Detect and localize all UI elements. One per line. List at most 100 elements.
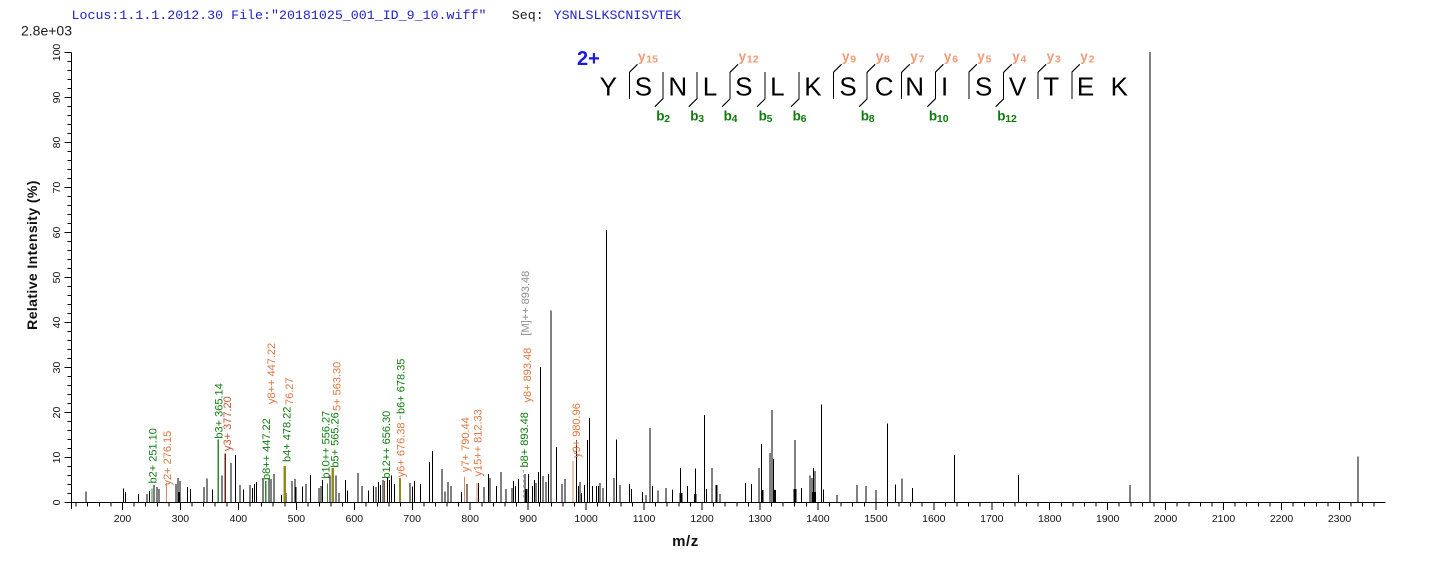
svg-text:b3+ 365.14: b3+ 365.14 <box>214 383 226 438</box>
svg-text:80: 80 <box>51 137 63 149</box>
svg-text:y: y <box>944 49 952 64</box>
svg-text:1000: 1000 <box>574 513 598 525</box>
svg-text:4: 4 <box>1021 54 1027 66</box>
svg-text:1800: 1800 <box>1038 513 1062 525</box>
svg-text:5: 5 <box>767 113 773 125</box>
svg-text:Seq:: Seq: <box>512 8 544 23</box>
svg-text:y9+ 980.96: y9+ 980.96 <box>571 403 583 458</box>
svg-text:N: N <box>668 72 687 102</box>
svg-text:60: 60 <box>51 227 63 239</box>
svg-text:b: b <box>759 109 767 124</box>
svg-text:76.27: 76.27 <box>284 377 296 405</box>
svg-text:b: b <box>997 109 1005 124</box>
svg-text:12: 12 <box>747 54 759 66</box>
svg-text:2: 2 <box>664 113 670 125</box>
svg-text:8: 8 <box>869 113 875 125</box>
svg-text:100: 100 <box>51 44 63 62</box>
svg-text:b8++ 447.22: b8++ 447.22 <box>261 418 273 480</box>
svg-text:b8+ 893.48: b8+ 893.48 <box>519 412 531 467</box>
svg-text:2100: 2100 <box>1212 513 1236 525</box>
svg-text:10: 10 <box>51 452 63 464</box>
svg-text:700: 700 <box>403 513 421 525</box>
svg-text:3: 3 <box>698 113 704 125</box>
svg-text:0: 0 <box>51 499 63 505</box>
svg-text:2200: 2200 <box>1270 513 1294 525</box>
svg-text:50: 50 <box>51 272 63 284</box>
svg-text:2.8e+03: 2.8e+03 <box>21 23 72 39</box>
svg-text:y6+ 676.38: y6+ 676.38 <box>395 422 407 477</box>
svg-text:I: I <box>941 72 948 102</box>
svg-text:70: 70 <box>51 182 63 194</box>
svg-text:y: y <box>638 49 646 64</box>
svg-text:8: 8 <box>884 54 890 66</box>
svg-text:2000: 2000 <box>1154 513 1178 525</box>
svg-text:S: S <box>839 72 856 102</box>
svg-text:N: N <box>905 72 924 102</box>
svg-text:5: 5 <box>986 54 992 66</box>
svg-text:y8+ 893.48: y8+ 893.48 <box>522 348 534 403</box>
svg-text:15: 15 <box>646 54 658 66</box>
svg-text:b: b <box>861 109 869 124</box>
svg-text:b12++ 656.30: b12++ 656.30 <box>381 411 393 479</box>
svg-text:1100: 1100 <box>633 513 656 525</box>
svg-text:10: 10 <box>937 113 949 125</box>
svg-text:b10++ 556.27: b10++ 556.27 <box>321 411 333 479</box>
svg-text:Relative Intensity (%): Relative Intensity (%) <box>24 180 40 330</box>
svg-text:y: y <box>842 49 850 64</box>
svg-text:20: 20 <box>51 407 63 419</box>
svg-text:300: 300 <box>172 513 190 525</box>
svg-text:90: 90 <box>51 92 63 104</box>
svg-text:y2+ 276.15: y2+ 276.15 <box>162 431 174 486</box>
svg-text:1400: 1400 <box>806 513 830 525</box>
svg-text:T: T <box>1043 72 1059 102</box>
svg-text:b2+ 251.10: b2+ 251.10 <box>147 428 159 483</box>
svg-text:S: S <box>635 72 652 102</box>
svg-text:7: 7 <box>919 54 925 66</box>
svg-text:200: 200 <box>114 513 132 525</box>
svg-text:[M]++ 893.48: [M]++ 893.48 <box>520 271 532 336</box>
svg-text:900: 900 <box>519 513 537 525</box>
svg-text:K: K <box>804 72 822 102</box>
svg-text:1500: 1500 <box>864 513 888 525</box>
svg-text:YSNLSLKSCNISVTEK: YSNLSLKSCNISVTEK <box>554 8 682 23</box>
svg-text:b5+ 565.26: b5+ 565.26 <box>329 412 341 467</box>
svg-text:b: b <box>656 109 664 124</box>
svg-text:b: b <box>793 109 801 124</box>
svg-text:1700: 1700 <box>980 513 1004 525</box>
svg-text:3: 3 <box>1055 54 1061 66</box>
svg-text:30: 30 <box>51 362 63 374</box>
svg-text:b6+ 678.35: b6+ 678.35 <box>395 359 407 414</box>
svg-text:1900: 1900 <box>1096 513 1120 525</box>
svg-text:y: y <box>1047 49 1055 64</box>
svg-text:b: b <box>929 109 937 124</box>
svg-text:y7+ 790.44: y7+ 790.44 <box>460 417 472 472</box>
svg-text:40: 40 <box>51 317 63 329</box>
svg-text:y: y <box>876 49 884 64</box>
svg-text:1300: 1300 <box>748 513 772 525</box>
svg-text:b: b <box>724 109 732 124</box>
svg-text:y: y <box>910 49 918 64</box>
svg-text:L: L <box>770 72 784 102</box>
svg-text:E: E <box>1077 72 1094 102</box>
svg-text:2+: 2+ <box>577 48 600 70</box>
svg-text:y: y <box>977 49 985 64</box>
svg-text:500: 500 <box>288 513 306 525</box>
svg-text:y15++ 812.33: y15++ 812.33 <box>473 409 485 476</box>
svg-text:y3+ 377.20: y3+ 377.20 <box>222 396 234 451</box>
svg-text:m/z: m/z <box>672 533 699 550</box>
svg-text:5+ 563.30: 5+ 563.30 <box>332 362 344 411</box>
svg-text:y: y <box>739 49 747 64</box>
svg-text:y: y <box>1012 49 1020 64</box>
svg-text:S: S <box>975 72 992 102</box>
svg-text:Y: Y <box>600 72 617 102</box>
svg-text:12: 12 <box>1005 113 1017 125</box>
svg-text:600: 600 <box>346 513 364 525</box>
svg-text:2300: 2300 <box>1328 513 1352 525</box>
svg-text:V: V <box>1009 72 1027 102</box>
svg-text:C: C <box>875 72 894 102</box>
svg-text:6: 6 <box>801 113 807 125</box>
svg-text:1200: 1200 <box>690 513 714 525</box>
svg-text:y8++ 447.22: y8++ 447.22 <box>266 343 278 404</box>
svg-text:b4+ 478.22: b4+ 478.22 <box>282 407 294 462</box>
svg-text:400: 400 <box>230 513 248 525</box>
